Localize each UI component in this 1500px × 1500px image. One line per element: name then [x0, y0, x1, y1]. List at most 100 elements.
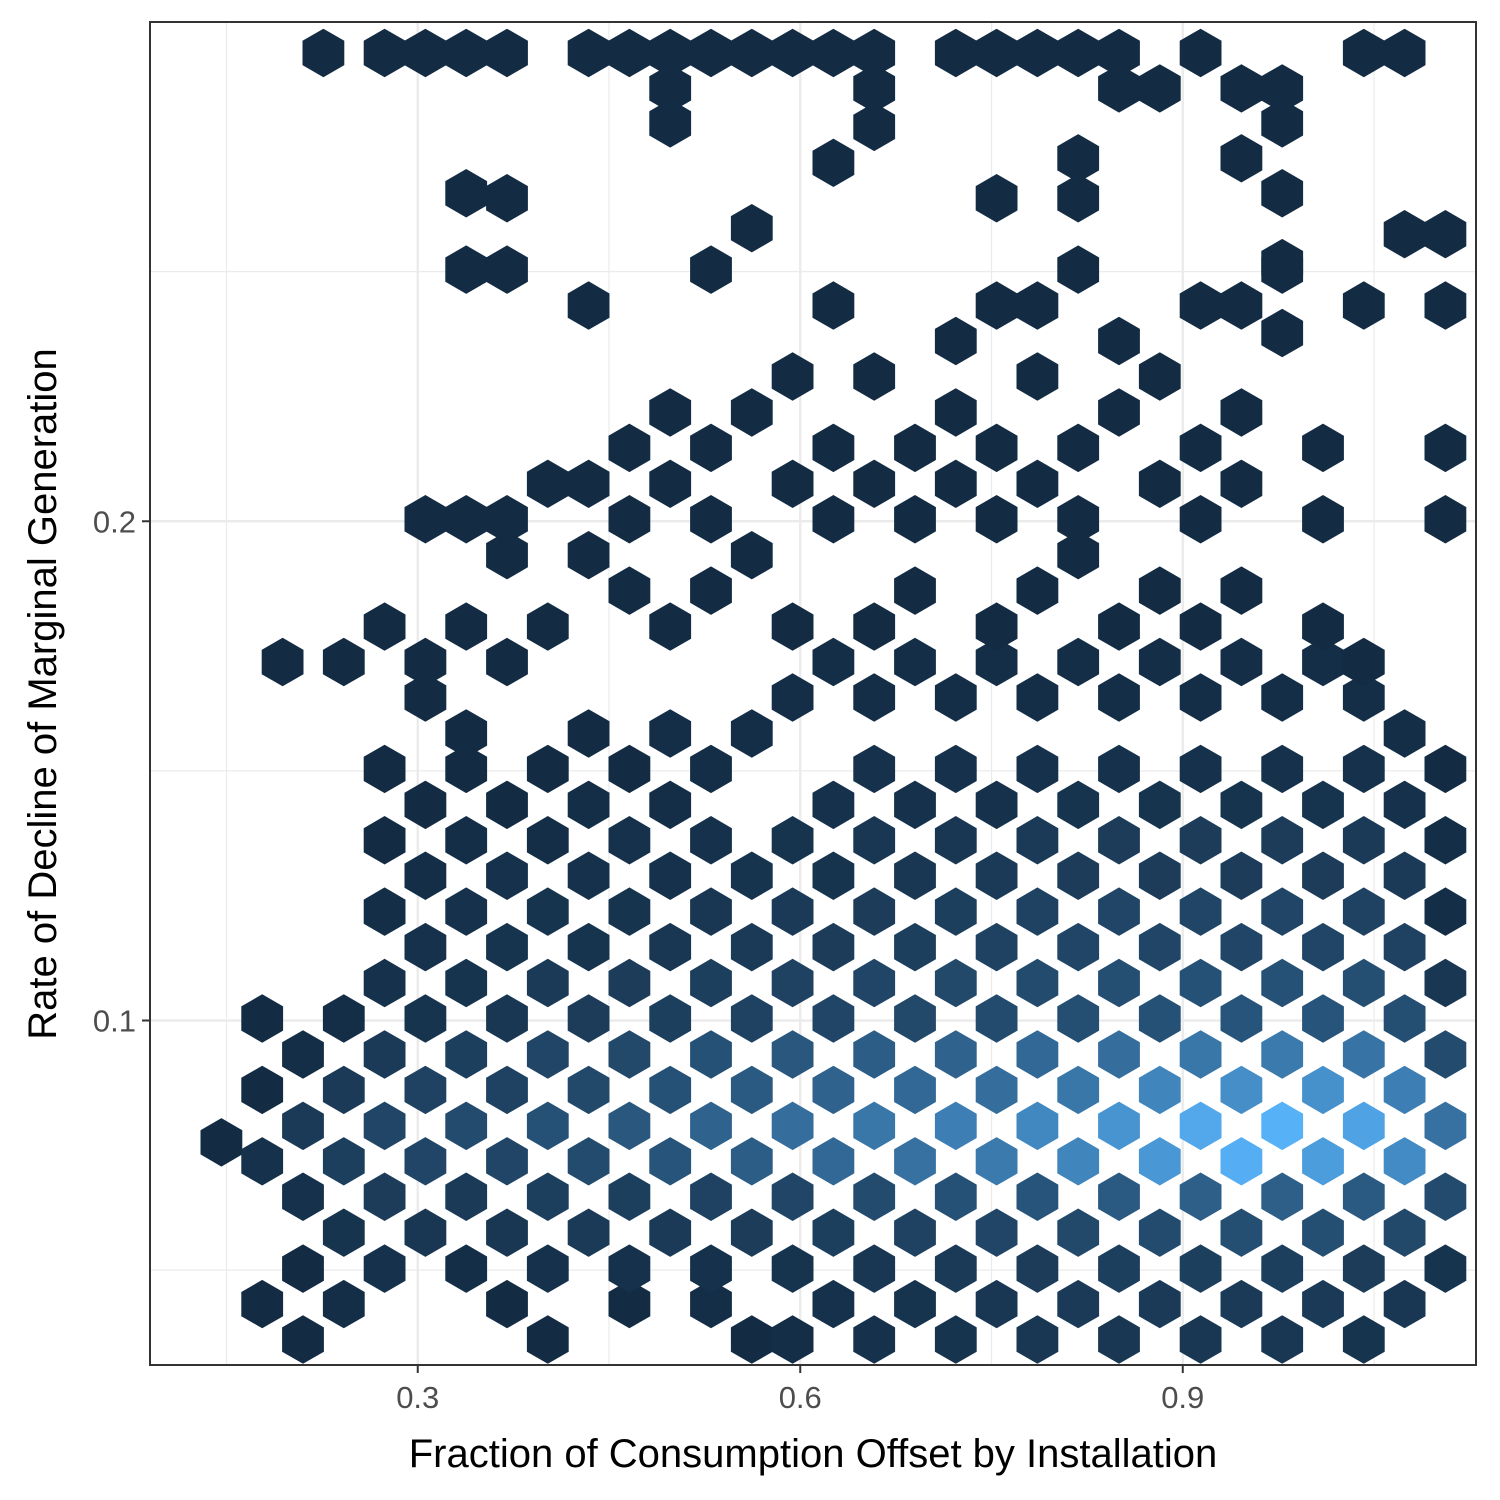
- hex-bin: [730, 1137, 773, 1186]
- hex-bin: [812, 922, 855, 972]
- hex-bin: [363, 28, 406, 78]
- hex-bin: [649, 922, 692, 972]
- hex-bin: [1342, 1101, 1385, 1151]
- hex-bin: [1302, 1137, 1344, 1186]
- hex-bin: [1098, 887, 1140, 936]
- hex-bin: [894, 566, 936, 615]
- hex-bin: [363, 1244, 406, 1293]
- hex-bin: [894, 994, 936, 1043]
- hex-bin: [730, 851, 773, 900]
- hex-bin: [1057, 1065, 1100, 1115]
- x-tick-label: 0.3: [396, 1380, 439, 1415]
- hex-bin: [608, 958, 651, 1008]
- hex-bin: [771, 602, 814, 651]
- hex-bin: [649, 994, 692, 1043]
- hex-bin: [486, 531, 528, 580]
- hex-bin: [1261, 1101, 1304, 1151]
- hex-bin: [975, 602, 1018, 651]
- hex-bin: [567, 1208, 610, 1257]
- hex-bin: [282, 1244, 324, 1293]
- hex-bin: [526, 744, 569, 794]
- hex-bin: [771, 1172, 814, 1221]
- hex-bin: [853, 887, 896, 936]
- hex-bin: [894, 495, 936, 544]
- hex-bin: [853, 1101, 896, 1151]
- hex-bin: [363, 1030, 406, 1079]
- hex-bin: [1424, 1030, 1467, 1079]
- hex-bin: [1057, 1279, 1100, 1329]
- hex-bin: [1424, 495, 1467, 544]
- hex-bin: [1179, 28, 1222, 78]
- hex-bin: [1261, 64, 1304, 113]
- hex-bin: [363, 1101, 406, 1151]
- hex-bin: [1138, 851, 1181, 900]
- hex-bin: [1016, 352, 1059, 401]
- hex-bin: [975, 780, 1018, 830]
- hex-bin: [649, 459, 692, 508]
- hex-bin: [1220, 1065, 1263, 1115]
- hex-bin: [649, 602, 692, 651]
- hex-bin: [1057, 245, 1100, 294]
- hex-bin: [1179, 281, 1222, 330]
- hex-bin: [690, 1172, 732, 1221]
- hex-bin: [690, 1244, 732, 1293]
- hex-bin: [200, 1118, 243, 1167]
- hex-bin: [812, 637, 855, 687]
- hex-bin: [1342, 744, 1385, 794]
- hex-bin: [526, 816, 569, 865]
- hex-bin: [1098, 28, 1140, 78]
- hex-bin: [363, 602, 406, 651]
- hex-bin: [445, 495, 488, 544]
- hex-bin: [649, 64, 692, 113]
- hex-bin: [812, 780, 855, 830]
- hex-bin: [649, 1065, 692, 1115]
- hex-bin: [1016, 1315, 1059, 1364]
- hex-bin: [1179, 423, 1222, 473]
- hex-bin: [853, 816, 896, 865]
- hex-bin: [812, 1137, 855, 1186]
- hex-bin: [608, 1244, 651, 1293]
- hex-bin: [1057, 174, 1100, 223]
- hex-bin: [1098, 1172, 1140, 1221]
- hex-bin: [404, 28, 447, 78]
- hex-bin: [1302, 602, 1344, 651]
- hex-bin: [608, 887, 651, 936]
- y-tick-label: 0.1: [93, 1004, 136, 1039]
- hex-bin: [526, 1172, 569, 1221]
- hex-bin: [853, 958, 896, 1008]
- hex-bin: [975, 1279, 1018, 1329]
- hex-bin: [567, 780, 610, 830]
- hex-bin: [934, 1172, 977, 1221]
- hex-bin: [975, 1065, 1018, 1115]
- hex-bin: [261, 637, 304, 687]
- hex-bin: [1057, 134, 1100, 183]
- hex-bin: [1098, 673, 1140, 722]
- hex-bin: [730, 531, 773, 580]
- hex-bin: [1138, 994, 1181, 1043]
- hex-bin: [690, 958, 732, 1008]
- hex-bin: [1016, 1172, 1059, 1221]
- hex-bin: [1302, 495, 1344, 544]
- hex-bin: [730, 28, 773, 78]
- hex-bin: [1220, 566, 1263, 615]
- hex-bin: [1016, 958, 1059, 1008]
- hex-bin: [445, 1172, 488, 1221]
- hex-bin: [649, 709, 692, 758]
- hex-bin: [526, 958, 569, 1008]
- hex-bin: [771, 459, 814, 508]
- hex-bin: [1220, 851, 1263, 900]
- hex-bin: [404, 495, 447, 544]
- hex-bin: [1098, 1315, 1140, 1364]
- hex-bin: [1302, 780, 1344, 830]
- hex-bin: [853, 602, 896, 651]
- axis-ticks: 0.3 0.6 0.9 0.1 0.2: [93, 504, 1204, 1415]
- hex-bin: [1261, 1315, 1304, 1364]
- hex-bin: [934, 28, 977, 78]
- hex-bin: [1342, 816, 1385, 865]
- hex-bin: [934, 1244, 977, 1293]
- hex-bin: [853, 459, 896, 508]
- hex-bin: [1261, 816, 1304, 865]
- hex-bin: [1098, 316, 1140, 366]
- hex-bin: [1098, 1101, 1140, 1151]
- hex-bin: [1261, 1030, 1304, 1079]
